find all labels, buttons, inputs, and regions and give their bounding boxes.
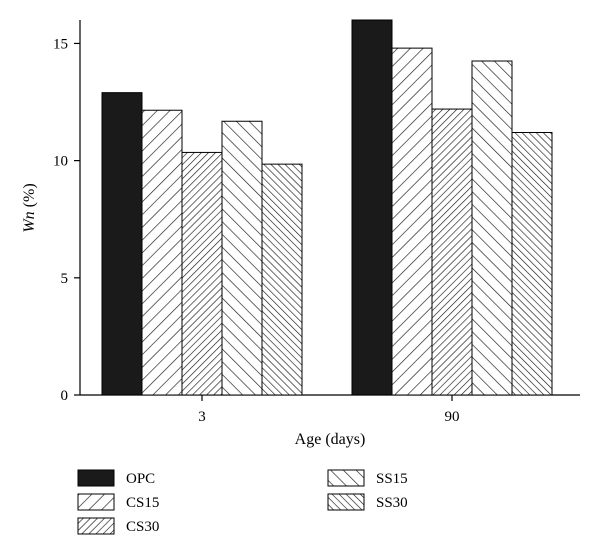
y-tick-label: 5 bbox=[61, 271, 69, 287]
bar-ss30-3 bbox=[261, 163, 303, 396]
legend-label-cs15: CS15 bbox=[126, 495, 159, 511]
x-tick-label: 90 bbox=[445, 409, 460, 425]
legend-swatch-cs30 bbox=[77, 517, 115, 535]
legend-swatch-ss15 bbox=[327, 469, 365, 487]
legend-label-opc: OPC bbox=[126, 471, 155, 487]
bars bbox=[101, 19, 553, 396]
legend-label-ss30: SS30 bbox=[376, 495, 408, 511]
legend: OPC CS15 CS30 SS15 SS30 bbox=[77, 469, 408, 535]
y-tick-label: 10 bbox=[53, 154, 68, 170]
bar-cs30-3 bbox=[181, 151, 223, 396]
legend-label-ss15: SS15 bbox=[376, 471, 408, 487]
x-ticks: 3 90 bbox=[198, 395, 460, 425]
bar-cs15-90 bbox=[391, 47, 433, 396]
bar-opc-3 bbox=[101, 92, 143, 396]
y-tick-label: 15 bbox=[53, 36, 68, 52]
bar-cs15-3 bbox=[141, 109, 183, 396]
y-ticks: 0 5 10 15 bbox=[53, 36, 80, 404]
y-axis-title: Wn (%) bbox=[21, 183, 38, 232]
bar-cs30-90 bbox=[431, 108, 473, 396]
bar-ss15-90 bbox=[471, 60, 513, 396]
x-axis-title: Age (days) bbox=[295, 431, 366, 448]
legend-swatch-cs15 bbox=[77, 493, 115, 511]
x-tick-label: 3 bbox=[198, 409, 206, 425]
legend-swatch-opc bbox=[77, 469, 115, 487]
y-tick-label: 0 bbox=[61, 388, 69, 404]
legend-label-cs30: CS30 bbox=[126, 519, 159, 535]
bar-ss15-3 bbox=[221, 120, 263, 396]
bar-opc-90 bbox=[351, 19, 393, 396]
legend-swatch-ss30 bbox=[327, 493, 365, 511]
bar-ss30-90 bbox=[511, 132, 553, 396]
